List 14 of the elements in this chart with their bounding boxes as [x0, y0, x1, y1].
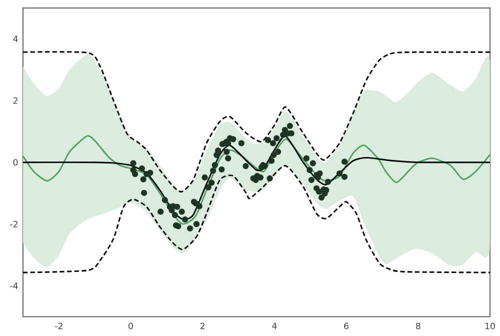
- y-tick-label: -4: [10, 282, 18, 289]
- line-series: [23, 51, 490, 192]
- y-tick-label: -2: [10, 220, 18, 228]
- x-tick-label: -2: [55, 322, 62, 330]
- y-tick-label: 4: [13, 36, 18, 42]
- x-tick-label: 6: [344, 322, 349, 330]
- x-tick-label: 8: [416, 322, 420, 330]
- x-tick-label: 10: [485, 322, 495, 330]
- line-series: [23, 164, 490, 274]
- x-tick-label: 2: [200, 322, 205, 330]
- x-tick-label: 4: [272, 322, 277, 330]
- y-tick-label: 0: [13, 159, 18, 166]
- x-tick-label: 0: [128, 322, 133, 330]
- y-tick-label: 2: [13, 97, 18, 104]
